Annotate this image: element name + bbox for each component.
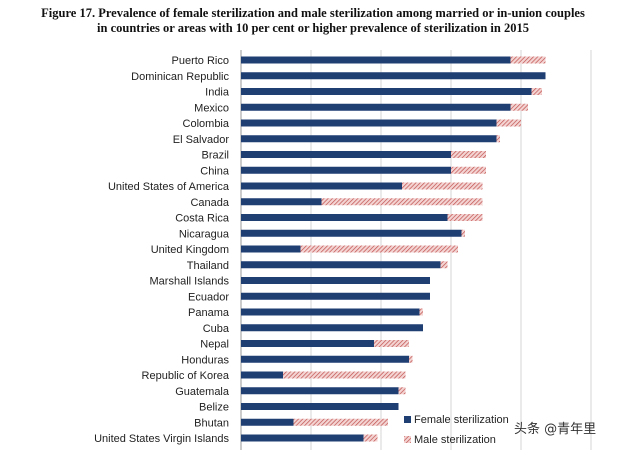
- bar-female-sterilization: [241, 355, 409, 363]
- bar-male-sterilization: [461, 229, 465, 237]
- category-label: Puerto Rico: [172, 55, 229, 67]
- bar-male-sterilization: [531, 88, 542, 95]
- bar-male-sterilization: [398, 387, 406, 395]
- bar-female-sterilization: [241, 403, 399, 410]
- bar-female-sterilization: [241, 277, 430, 284]
- legend-female-label: Female sterilization: [414, 414, 509, 426]
- bar-female-sterilization: [241, 418, 294, 426]
- bar-female-sterilization: [241, 308, 420, 316]
- category-label: El Salvador: [173, 134, 230, 146]
- category-label: Honduras: [181, 354, 229, 366]
- category-label: Marshall Islands: [150, 276, 230, 288]
- bar-female-sterilization: [241, 387, 399, 395]
- category-label: Mexico: [194, 102, 229, 114]
- bar-female-sterilization: [241, 166, 451, 174]
- category-labels: Puerto Rico Dominican Republic India Mexico…: [94, 55, 230, 445]
- bar-female-sterilization: [241, 371, 283, 379]
- bar-female-sterilization: [241, 340, 374, 347]
- bar-female-sterilization: [241, 88, 532, 95]
- legend-female-swatch: [404, 416, 411, 423]
- legend-male-swatch: [404, 436, 411, 443]
- bar-female-sterilization: [241, 214, 448, 221]
- bars: [241, 56, 546, 442]
- category-label: United Kingdom: [151, 244, 229, 256]
- category-label: Thailand: [187, 260, 229, 272]
- bar-male-sterilization: [447, 214, 483, 221]
- bar-male-sterilization: [321, 198, 483, 206]
- bar-male-sterilization: [363, 434, 378, 442]
- category-label: Colombia: [183, 118, 230, 130]
- bar-male-sterilization: [440, 261, 448, 269]
- category-label: Belize: [199, 402, 229, 414]
- legend: Female sterilization Male sterilization: [404, 414, 509, 446]
- category-label: Republic of Korea: [142, 370, 230, 382]
- bar-male-sterilization: [409, 355, 413, 363]
- bar-female-sterilization: [241, 324, 423, 332]
- watermark: 头条 @青年里: [514, 421, 596, 437]
- chart-title-line-2: in countries or areas with 10 per cent o…: [97, 21, 529, 35]
- category-label: Panama: [188, 307, 230, 319]
- category-label: Ecuador: [188, 291, 229, 303]
- bar-male-sterilization: [300, 245, 458, 253]
- bar-male-sterilization: [510, 56, 546, 64]
- bar-female-sterilization: [241, 198, 322, 206]
- bar-female-sterilization: [241, 245, 301, 253]
- category-label: Nicaragua: [179, 228, 230, 240]
- bar-male-sterilization: [293, 418, 388, 426]
- category-label: United States Virgin Islands: [94, 433, 229, 445]
- bar-male-sterilization: [283, 371, 406, 379]
- bar-male-sterilization: [496, 119, 521, 127]
- category-label: United States of America: [108, 181, 230, 193]
- category-label: India: [205, 87, 230, 99]
- category-label: Bhutan: [194, 417, 229, 429]
- bar-male-sterilization: [451, 166, 486, 174]
- bar-male-sterilization: [419, 308, 423, 316]
- bar-male-sterilization: [402, 182, 483, 190]
- category-label: China: [200, 165, 230, 177]
- bar-female-sterilization: [241, 261, 441, 269]
- bar-female-sterilization: [241, 119, 497, 127]
- bar-female-sterilization: [241, 292, 430, 300]
- category-label: Cuba: [203, 323, 230, 335]
- category-label: Brazil: [201, 150, 229, 162]
- category-label: Costa Rica: [175, 213, 230, 225]
- bar-female-sterilization: [241, 182, 402, 190]
- bar-female-sterilization: [241, 103, 511, 111]
- category-label: Guatemala: [175, 386, 230, 398]
- chart-title: Figure 17. Prevalence of female steriliz…: [0, 6, 626, 36]
- category-label: Canada: [190, 197, 229, 209]
- category-label: Dominican Republic: [131, 71, 229, 83]
- bar-female-sterilization: [241, 135, 497, 143]
- bar-female-sterilization: [241, 434, 364, 442]
- bar-male-sterilization: [496, 135, 500, 143]
- bar-male-sterilization: [374, 340, 409, 347]
- bar-female-sterilization: [241, 56, 511, 64]
- bar-female-sterilization: [241, 72, 546, 80]
- bar-male-sterilization: [451, 151, 486, 158]
- chart-title-line-1: Figure 17. Prevalence of female steriliz…: [41, 6, 585, 20]
- bar-female-sterilization: [241, 151, 451, 158]
- bar-male-sterilization: [510, 103, 528, 111]
- category-label: Nepal: [200, 339, 229, 351]
- bar-female-sterilization: [241, 229, 462, 237]
- legend-male-label: Male sterilization: [414, 434, 496, 446]
